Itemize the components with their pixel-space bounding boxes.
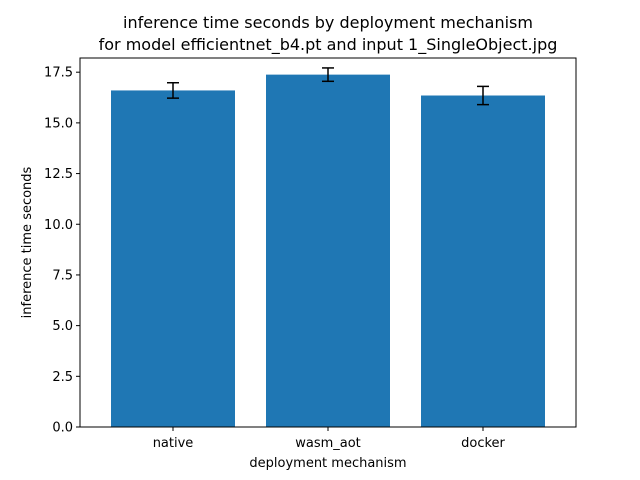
chart-subtitle: for model efficientnet_b4.pt and input 1… <box>99 35 558 55</box>
y-tick-label: 17.5 <box>44 66 73 81</box>
plot-frame <box>79 57 577 428</box>
bar-docker <box>421 95 545 427</box>
x-axis: native wasm_aot docker <box>153 427 506 451</box>
x-tick-label-docker: docker <box>461 436 505 451</box>
y-tick-label: 5.0 <box>52 319 73 334</box>
y-tick-label: 2.5 <box>52 370 73 385</box>
bar-wasm_aot <box>266 74 390 427</box>
bar-native <box>111 90 235 427</box>
bars-group <box>111 74 545 427</box>
error-bars-group <box>167 67 489 106</box>
chart-title: inference time seconds by deployment mec… <box>123 13 533 32</box>
y-tick-label: 0.0 <box>52 421 73 436</box>
y-tick-label: 7.5 <box>52 268 73 283</box>
x-tick-label-wasm_aot: wasm_aot <box>295 436 361 451</box>
y-tick-label: 15.0 <box>44 116 73 131</box>
y-axis: 0.0 2.5 5.0 7.5 10.0 12.5 15.0 17.5 <box>44 66 80 436</box>
y-tick-label: 12.5 <box>44 167 73 182</box>
y-tick-label: 10.0 <box>44 218 73 233</box>
x-tick-label-native: native <box>153 436 194 451</box>
y-axis-label: inference time seconds <box>20 166 35 318</box>
x-axis-label: deployment mechanism <box>249 456 406 471</box>
